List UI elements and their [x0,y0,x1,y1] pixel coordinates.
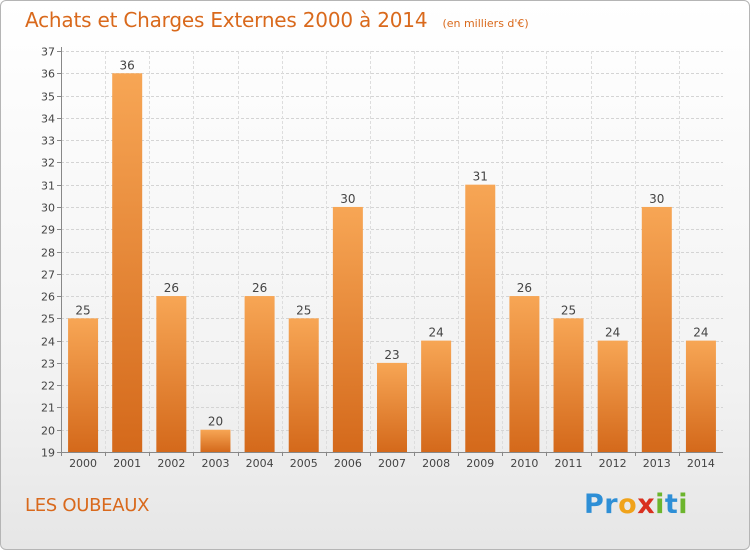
y-tick-label: 21 [41,402,55,415]
x-tick-label: 2003 [201,457,229,470]
x-tick-label: 2001 [113,457,141,470]
value-label: 26 [164,281,179,295]
bar [244,296,275,452]
place-name: LES OUBEAUX [25,495,150,516]
y-tick-label: 26 [41,291,55,304]
value-label: 25 [296,303,311,317]
x-tick-label: 2013 [643,457,671,470]
bar [509,296,540,452]
x-tick-label: 2010 [510,457,538,470]
bar [641,206,672,452]
x-tick-label: 2006 [334,457,362,470]
value-label: 26 [517,281,532,295]
chart-header: Achats et Charges Externes 2000 à 2014 (… [25,8,529,32]
y-tick-label: 36 [41,68,55,81]
logo-letter: o [618,489,638,520]
value-label: 20 [208,415,223,429]
y-tick-label: 20 [41,425,55,438]
bar [377,362,407,452]
y-tick-label: 29 [41,224,55,237]
bar [332,206,363,452]
y-tick-label: 22 [41,380,55,393]
value-label: 24 [428,326,443,340]
y-tick-label: 32 [41,157,55,170]
value-label: 23 [384,348,399,362]
value-label: 26 [252,281,267,295]
bar [421,340,452,452]
bars [68,73,716,453]
bar [597,340,628,452]
logo-letter: i [678,489,689,520]
y-tick-label: 24 [41,336,55,349]
chart-title: Achats et Charges Externes 2000 à 2014 [25,8,428,32]
x-tick-label: 2007 [378,457,406,470]
y-tick-label: 28 [41,247,55,260]
logo-letter: r [604,489,619,520]
logo-letter: x [637,489,656,520]
logo-letter: i [655,489,665,520]
y-tick-label: 23 [41,358,55,371]
y-tick-label: 31 [41,180,55,193]
y-tick-label: 25 [41,313,55,326]
logo-letter: t [664,489,679,520]
proxiti-logo[interactable]: Proxiti [584,489,688,520]
logo-letter: P [584,489,605,520]
bar [465,184,496,452]
y-tick-label: 19 [41,447,55,460]
bar [200,429,231,452]
y-tick-label: 34 [41,113,55,126]
value-label: 24 [693,326,708,340]
value-label: 25 [561,303,576,317]
chart-subtitle: (en milliers d'€) [442,17,529,30]
y-tick-label: 33 [41,135,55,148]
value-label: 30 [340,192,355,206]
x-tick-label: 2008 [422,457,450,470]
x-tick-label: 2002 [157,457,185,470]
x-tick-label: 2005 [290,457,318,470]
x-tick-label: 2000 [69,457,97,470]
x-tick-label: 2011 [555,457,583,470]
value-label: 24 [605,326,620,340]
y-tick-label: 35 [41,91,55,104]
x-tick-label: 2014 [687,457,715,470]
x-tick-label: 2004 [246,457,274,470]
value-label: 31 [473,170,488,184]
y-tick-label: 30 [41,202,55,215]
bar [68,318,99,452]
bar [156,296,187,452]
axes: 19 20 21 22 23 24 25 26 27 28 29 30 31 32 33 34 35 36 37 20… [41,46,723,470]
x-tick-label: 2012 [599,457,627,470]
x-tick-label: 2009 [466,457,494,470]
value-labels: 25 36 26 20 26 25 30 23 24 31 26 25 24 30 24 [75,58,708,428]
y-tick-label: 37 [41,46,55,59]
bar [553,318,584,452]
value-label: 25 [75,303,90,317]
value-label: 30 [649,192,664,206]
y-tick-label: 27 [41,269,55,282]
bar [288,318,319,452]
bar [112,73,143,453]
value-label: 36 [120,58,135,72]
bar [685,340,716,452]
